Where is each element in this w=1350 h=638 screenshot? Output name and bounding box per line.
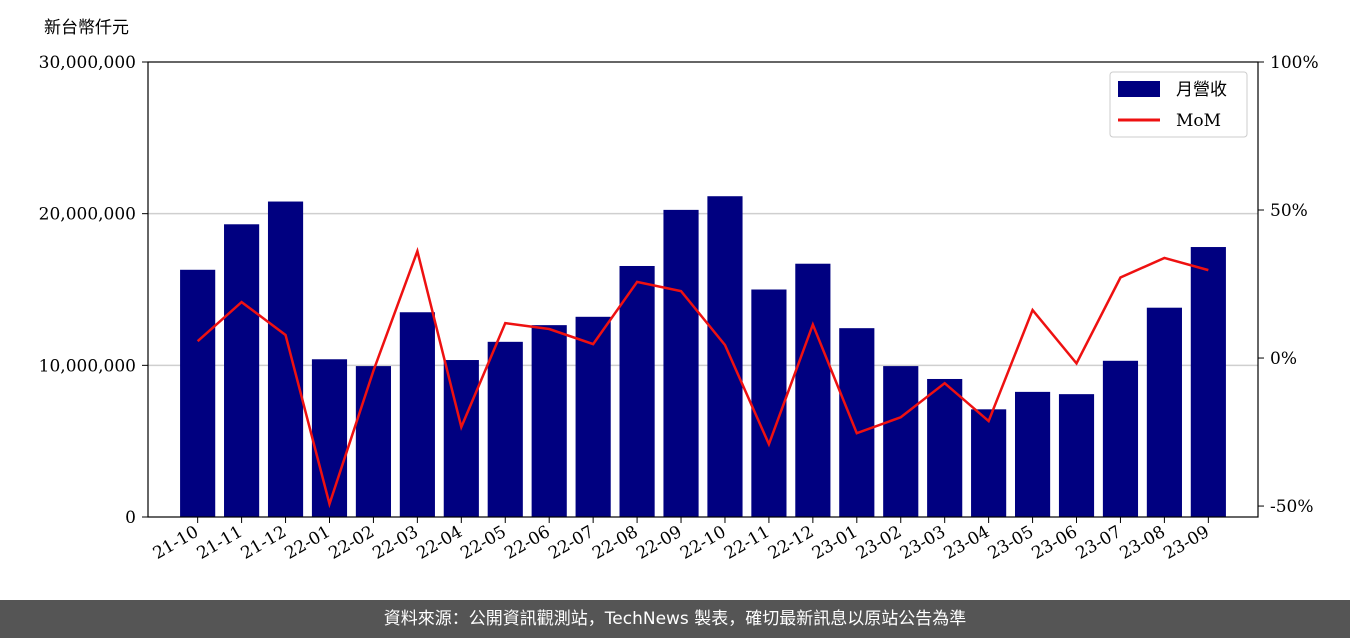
bar — [883, 366, 919, 517]
footer: 資料來源：公開資訊觀測站，TechNews 製表，確切最新訊息以原站公告為準 — [0, 600, 1350, 638]
legend-label: 月營收 — [1176, 80, 1227, 100]
x-tick-label: 22-03 — [369, 522, 421, 564]
x-tick-label: 22-08 — [589, 522, 641, 564]
bar — [971, 409, 1007, 517]
x-tick-label: 23-08 — [1116, 522, 1168, 564]
bar — [795, 263, 831, 517]
y-tick-label: 10,000,000 — [39, 356, 136, 376]
x-tick-label: 23-09 — [1160, 522, 1212, 564]
x-tick-label: 22-06 — [501, 522, 553, 564]
bar — [619, 265, 655, 517]
x-tick-label: 23-06 — [1029, 522, 1081, 564]
x-tick-label: 21-10 — [150, 522, 202, 564]
plot-frame — [147, 61, 1259, 518]
legend-label: MoM — [1176, 111, 1221, 131]
x-tick-label: 21-11 — [194, 522, 246, 564]
bar — [267, 201, 304, 518]
x-tick-label: 23-02 — [853, 522, 905, 564]
bar — [1190, 247, 1226, 518]
bar — [487, 341, 523, 517]
y2-tick-label: 50% — [1270, 201, 1308, 221]
x-tick-label: 22-10 — [677, 522, 729, 564]
x-tick-label: 22-07 — [545, 522, 597, 564]
y2-tick-label: -50% — [1270, 497, 1314, 517]
bar — [751, 289, 787, 517]
bar — [311, 359, 348, 517]
bar — [839, 328, 875, 517]
x-tick-label: 21-12 — [238, 522, 290, 564]
bar — [1058, 394, 1095, 517]
chart: 新台幣仟元 0 10,000,000 20,000,000 30,000,000 -50… — [39, 18, 1319, 564]
x-tick-label: 22-12 — [765, 522, 817, 564]
x-tick-label: 22-01 — [282, 522, 334, 564]
y-axis-label: 新台幣仟元 — [44, 18, 129, 38]
x-tick-label: 23-01 — [809, 522, 861, 564]
bar — [355, 366, 392, 517]
bar — [663, 209, 699, 517]
x-tick-label: 22-02 — [325, 522, 377, 564]
x-tick-label: 22-09 — [633, 522, 685, 564]
bar — [180, 269, 216, 517]
x-tick-label: 23-03 — [897, 522, 949, 564]
legend-swatch — [1118, 81, 1160, 97]
x-tick-label: 23-07 — [1073, 522, 1125, 564]
bar — [531, 325, 567, 517]
x-tick-label: 22-05 — [457, 522, 509, 564]
bar — [224, 224, 260, 518]
bar — [1102, 360, 1139, 517]
bar — [399, 312, 435, 517]
bar — [1014, 391, 1051, 517]
y2-tick-label: 0% — [1270, 349, 1297, 369]
y-tick-label: 0 — [125, 508, 136, 528]
x-tick-label: 22-11 — [721, 522, 773, 564]
y-tick-label: 20,000,000 — [39, 205, 136, 225]
bar — [443, 360, 479, 517]
line — [196, 246, 1209, 509]
bar — [1146, 307, 1182, 517]
bar — [707, 196, 743, 517]
x-tick-label: 23-05 — [985, 522, 1037, 564]
bar — [575, 316, 611, 517]
y2-tick-label: 100% — [1270, 53, 1319, 73]
x-tick-label: 22-04 — [413, 522, 465, 564]
y-tick-label: 30,000,000 — [39, 53, 136, 73]
x-tick-label: 23-04 — [941, 522, 993, 564]
bar — [927, 378, 963, 517]
